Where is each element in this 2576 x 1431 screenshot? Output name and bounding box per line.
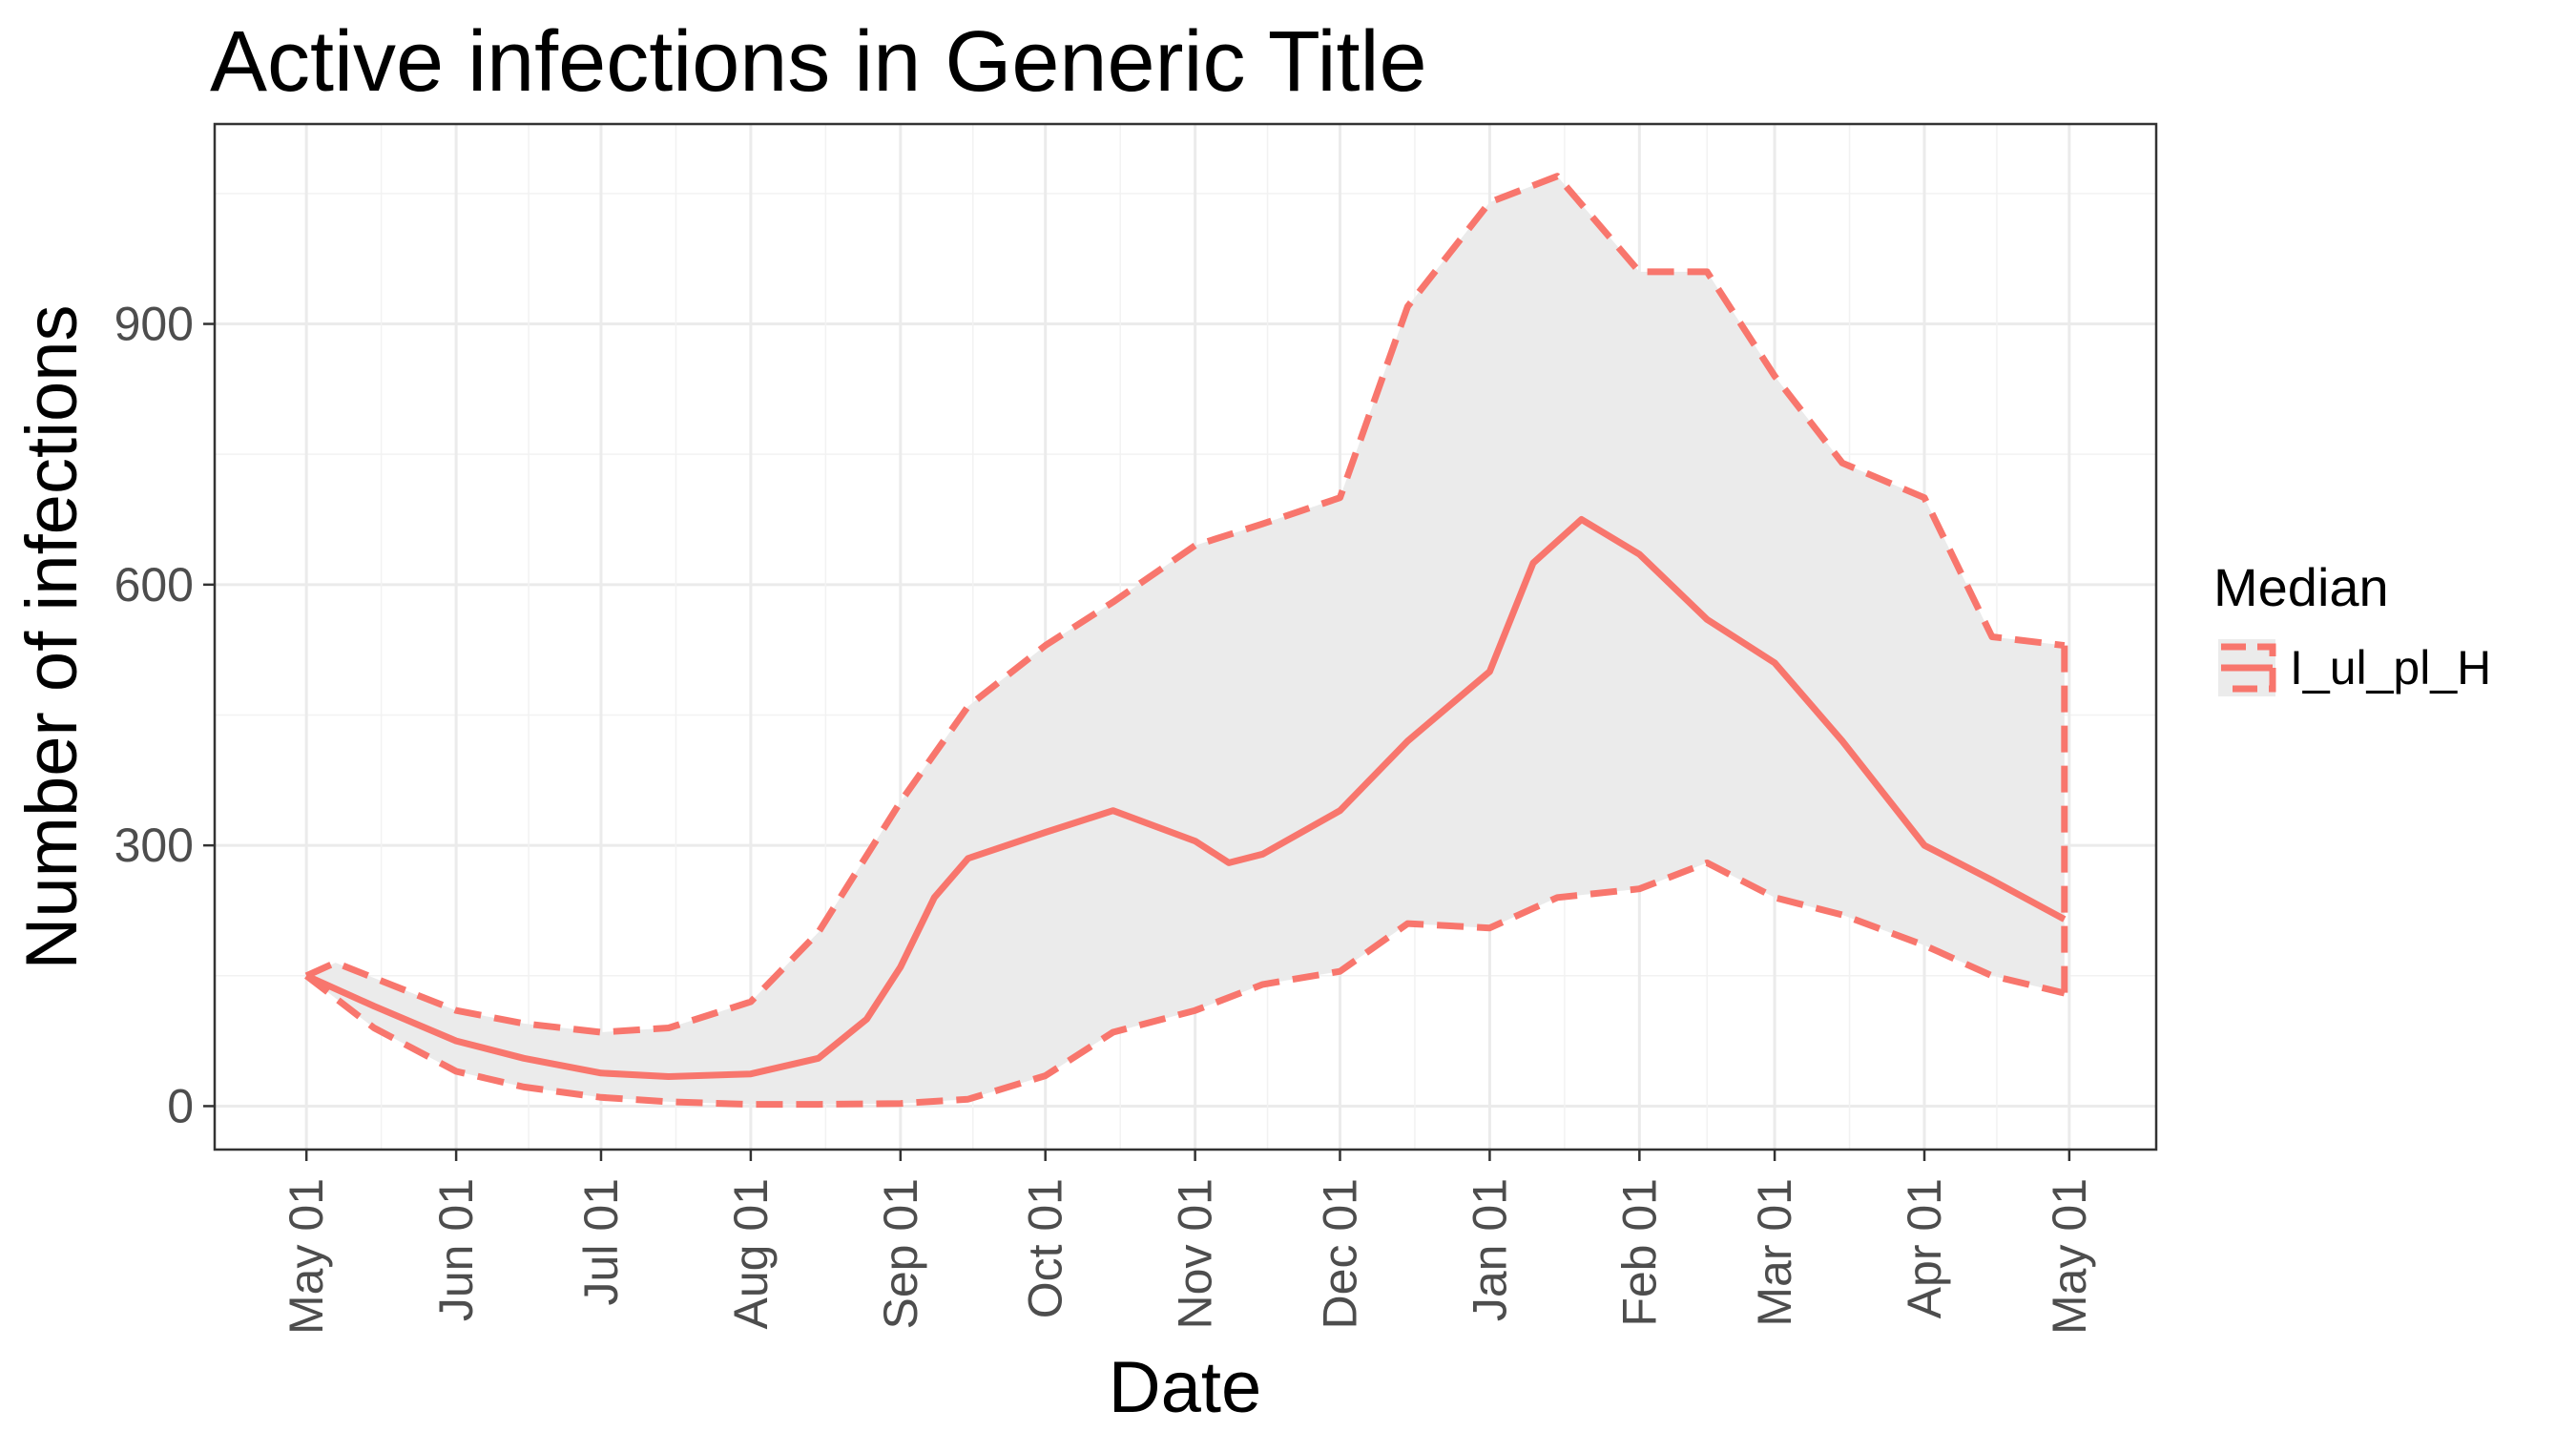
y-axis-title: Number of infections xyxy=(11,305,93,970)
y-axis: 0 300 600 900 xyxy=(114,298,215,1132)
legend: Median I_ul_pl_H xyxy=(2213,557,2491,696)
x-tick-label: Apr 01 xyxy=(1898,1178,1951,1318)
x-tick-label: Jul 01 xyxy=(574,1178,628,1305)
median-line xyxy=(304,516,2067,1080)
x-tick-label: Feb 01 xyxy=(1612,1178,1666,1327)
plot-border xyxy=(213,122,2158,1151)
confidence-band xyxy=(306,176,2065,1105)
legend-title: Median xyxy=(2213,557,2389,617)
series-lines xyxy=(304,173,2068,1109)
x-tick-label: Dec 01 xyxy=(1313,1178,1366,1329)
x-tick-label: Nov 01 xyxy=(1169,1178,1222,1329)
lower-bound-line xyxy=(304,859,2066,1109)
x-tick-label: Mar 01 xyxy=(1748,1178,1801,1327)
x-tick-label: Aug 01 xyxy=(724,1178,778,1329)
x-tick-label: May 01 xyxy=(2043,1178,2096,1335)
x-axis-title: Date xyxy=(1109,1347,1262,1428)
y-tick-label: 300 xyxy=(114,819,194,872)
x-tick-label: Oct 01 xyxy=(1019,1178,1072,1318)
y-tick-label: 900 xyxy=(114,298,194,351)
y-tick-label: 600 xyxy=(114,558,194,612)
x-tick-label: Sep 01 xyxy=(874,1178,927,1329)
x-tick-label: Jun 01 xyxy=(429,1178,483,1321)
x-tick-label: Jan 01 xyxy=(1463,1178,1516,1321)
upper-bound-line xyxy=(304,173,2066,1036)
x-tick-label: May 01 xyxy=(280,1178,333,1335)
legend-label: I_ul_pl_H xyxy=(2290,641,2491,695)
ribbon-area xyxy=(306,176,2065,1105)
chart-title: Active infections in Generic Title xyxy=(210,14,1427,110)
y-tick-label: 0 xyxy=(167,1079,194,1132)
x-axis: May 01 Jun 01 Jul 01 Aug 01 Sep 01 Oct 01 Nov … xyxy=(280,1150,2096,1335)
